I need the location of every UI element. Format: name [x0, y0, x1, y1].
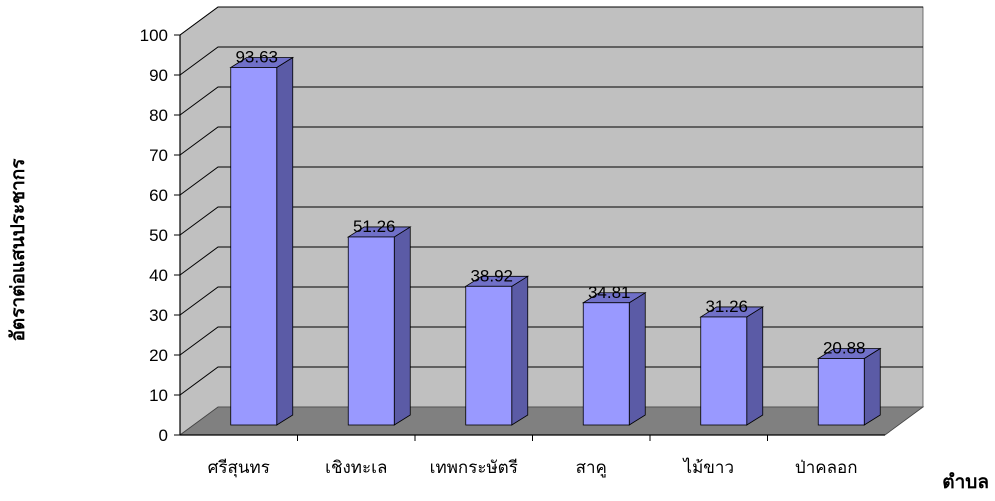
y-tick-label: 90	[149, 66, 168, 85]
bar	[347, 236, 395, 426]
x-tick-label: สาคู	[576, 458, 607, 478]
x-tick-label: เทพกระษัตรี	[430, 458, 518, 478]
gridline	[179, 326, 923, 356]
gridline	[179, 46, 923, 76]
y-tick-label: 40	[149, 266, 168, 285]
bar	[582, 302, 630, 426]
bar-side	[863, 347, 881, 426]
y-tick-label: 70	[149, 146, 168, 165]
gridline	[179, 166, 923, 196]
bar	[817, 358, 865, 426]
gridline	[179, 286, 923, 316]
x-tick-label: ไม้ขาว	[682, 457, 734, 478]
y-tick-label: 50	[149, 226, 168, 245]
data-label: 20.88	[823, 338, 866, 357]
data-label: 93.63	[235, 47, 278, 66]
x-axis-label: ตำบล	[942, 471, 989, 493]
y-tick-label: 30	[149, 306, 168, 325]
gridline	[179, 6, 923, 36]
bar-side	[628, 292, 646, 426]
data-label: 51.26	[353, 217, 396, 236]
x-tick-label: เชิงทะเล	[325, 458, 387, 478]
y-tick-label: 80	[149, 106, 168, 125]
gridline	[179, 246, 923, 276]
y-tick-label: 60	[149, 186, 168, 205]
y-tick-label: 100	[140, 26, 168, 45]
gridline	[179, 126, 923, 156]
gridline	[179, 206, 923, 236]
bar	[700, 316, 748, 426]
gridline	[179, 86, 923, 116]
y-tick-label: 20	[149, 346, 168, 365]
gridline	[179, 366, 923, 396]
bar	[465, 285, 513, 426]
data-label: 34.81	[588, 283, 631, 302]
bar-side	[746, 306, 764, 426]
x-tick-label: ป่าคลอก	[795, 458, 858, 478]
data-label: 31.26	[705, 297, 748, 316]
y-tick-label: 10	[149, 386, 168, 405]
bar-side	[276, 56, 294, 426]
x-tick-label: ศรีสุนทร	[208, 458, 270, 478]
data-label: 38.92	[470, 266, 513, 285]
bar-side	[511, 275, 529, 426]
bar-side	[393, 226, 411, 426]
bar	[230, 67, 278, 426]
y-tick-label: 0	[159, 426, 168, 445]
